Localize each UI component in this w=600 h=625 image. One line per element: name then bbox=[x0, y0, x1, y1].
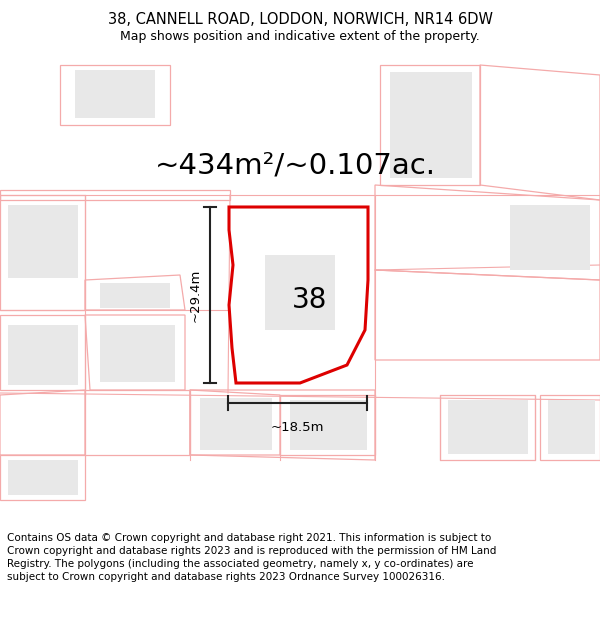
Text: ~29.4m: ~29.4m bbox=[188, 268, 202, 322]
Polygon shape bbox=[510, 205, 590, 270]
Polygon shape bbox=[290, 400, 367, 450]
Polygon shape bbox=[100, 325, 175, 382]
Polygon shape bbox=[8, 460, 78, 495]
Polygon shape bbox=[229, 207, 368, 383]
Polygon shape bbox=[265, 255, 335, 330]
Text: 38: 38 bbox=[292, 286, 328, 314]
Polygon shape bbox=[8, 325, 78, 385]
Polygon shape bbox=[8, 205, 78, 278]
Polygon shape bbox=[390, 72, 472, 178]
Polygon shape bbox=[200, 398, 272, 450]
Polygon shape bbox=[75, 70, 155, 118]
Text: 38, CANNELL ROAD, LODDON, NORWICH, NR14 6DW: 38, CANNELL ROAD, LODDON, NORWICH, NR14 … bbox=[107, 12, 493, 27]
Polygon shape bbox=[100, 283, 170, 308]
Text: ~18.5m: ~18.5m bbox=[271, 421, 324, 434]
Polygon shape bbox=[548, 400, 595, 454]
Text: Map shows position and indicative extent of the property.: Map shows position and indicative extent… bbox=[120, 30, 480, 43]
Text: ~434m²/~0.107ac.: ~434m²/~0.107ac. bbox=[155, 151, 436, 179]
Polygon shape bbox=[448, 400, 528, 454]
Text: Contains OS data © Crown copyright and database right 2021. This information is : Contains OS data © Crown copyright and d… bbox=[7, 533, 497, 582]
